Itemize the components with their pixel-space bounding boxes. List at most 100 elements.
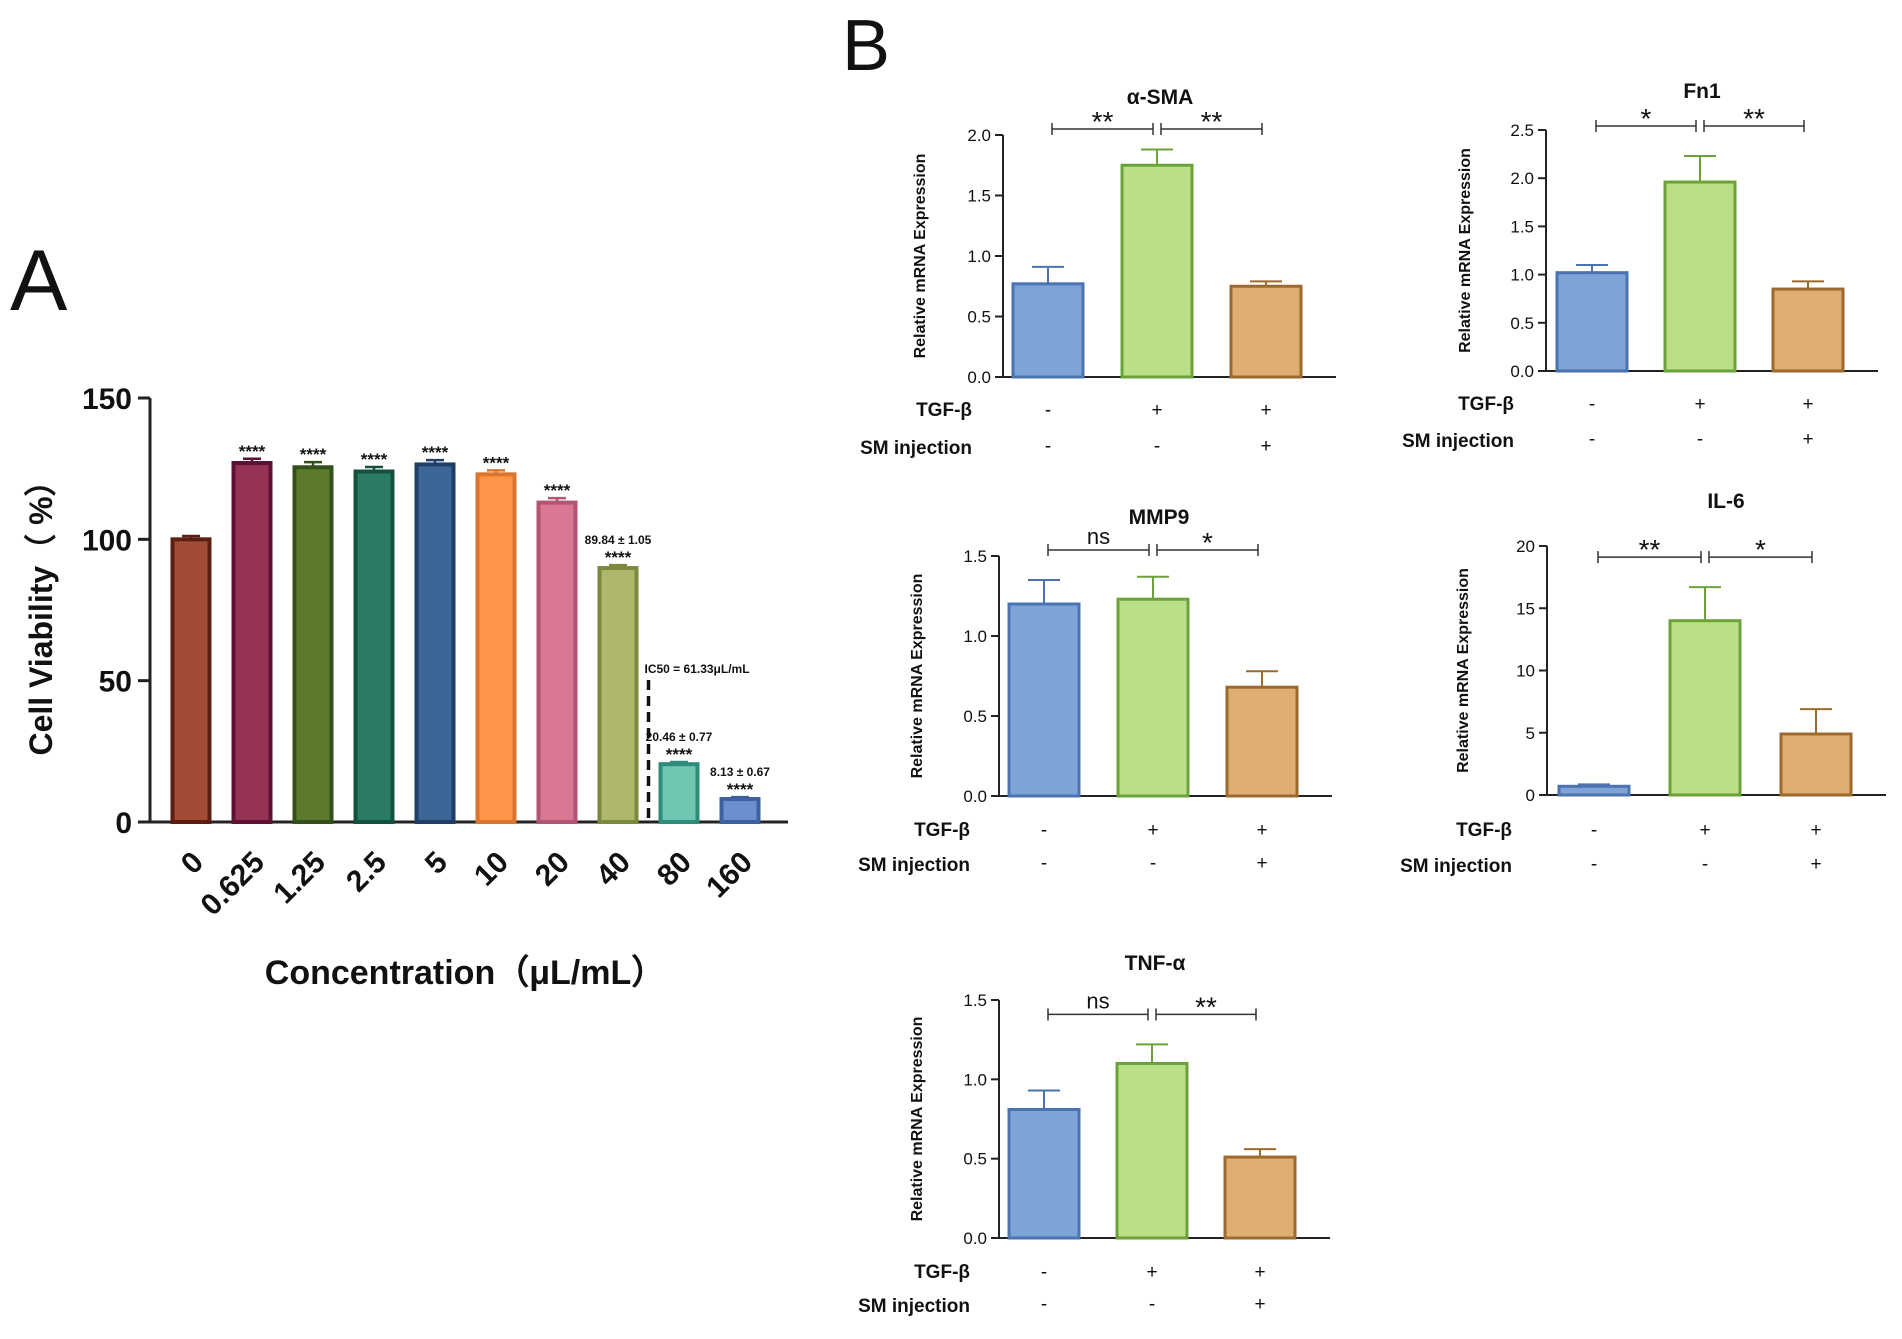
sm-sign: -	[1589, 429, 1595, 450]
tgf-sign: +	[1694, 394, 1705, 415]
y-tick-label: 5	[1526, 724, 1535, 743]
mrna-chart-b1: 0.0 0.5 1.0 1.5 2.0 Relative mRNA Expression α…	[860, 86, 1336, 459]
tgf-row-label: TGF-β	[916, 400, 972, 421]
y-tick-label: 50	[99, 666, 132, 699]
significance-label: **	[1195, 991, 1217, 1022]
value-label: 8.13 ± 0.67	[710, 765, 770, 779]
sm-sign: -	[1041, 1294, 1047, 1315]
tgf-row-label: TGF-β	[1456, 820, 1512, 841]
y-tick-label: 0.5	[963, 1150, 987, 1169]
sm-row-label: SM injection	[858, 1296, 970, 1317]
bar	[719, 797, 761, 825]
significance-label: ****	[239, 442, 266, 461]
sm-sign: -	[1154, 436, 1160, 457]
mrna-chart-b2: 0.0 0.5 1.0 1.5 2.0 2.5 Relative mRNA Expressi…	[1402, 80, 1878, 452]
bar	[1115, 1061, 1189, 1240]
significance-label: ns	[1087, 524, 1110, 549]
tgf-sign: +	[1810, 820, 1821, 841]
bar	[658, 762, 700, 824]
y-tick-label: 0.5	[1510, 314, 1534, 333]
chart-title: IL-6	[1707, 490, 1744, 513]
sm-sign: -	[1702, 854, 1708, 875]
bar	[536, 500, 578, 824]
y-tick-label: 10	[1516, 662, 1535, 681]
tgf-sign: -	[1041, 820, 1047, 841]
significance-label: ****	[361, 450, 388, 469]
y-tick-label: 1.0	[963, 627, 987, 646]
significance-label: ****	[300, 445, 327, 464]
x-tick-label: 10	[468, 846, 515, 893]
bar	[1223, 1155, 1297, 1240]
sm-sign: -	[1591, 854, 1597, 875]
y-tick-label: 2.0	[967, 126, 991, 145]
sm-row-label: SM injection	[1400, 856, 1512, 877]
x-tick-label: 2.5	[340, 846, 393, 899]
significance-label: ****	[422, 443, 449, 462]
y-tick-label: 1.5	[1510, 217, 1534, 236]
bar	[597, 566, 639, 824]
y-axis-label: Relative mRNA Expression	[909, 574, 926, 779]
y-axis-label: Cell Viability（ %）	[23, 464, 59, 755]
value-label: 20.46 ± 0.77	[646, 730, 713, 744]
tgf-sign: +	[1802, 394, 1813, 415]
significance-label: ns	[1086, 988, 1109, 1013]
sm-sign: -	[1150, 853, 1156, 874]
x-axis-label: Concentration（μL/mL）	[265, 953, 665, 992]
sm-row-label: SM injection	[858, 855, 970, 876]
tgf-sign: +	[1699, 820, 1710, 841]
tgf-row-label: TGF-β	[1458, 394, 1514, 415]
y-tick-label: 0.0	[967, 368, 991, 387]
y-axis-label: Relative mRNA Expression	[1457, 148, 1474, 353]
sm-sign: -	[1045, 436, 1051, 457]
y-tick-label: 150	[82, 383, 132, 416]
chart-title: TNF-α	[1125, 952, 1186, 975]
significance-label: **	[1092, 106, 1114, 137]
sm-sign: +	[1802, 429, 1813, 450]
y-axis-label: Relative mRNA Expression	[1455, 568, 1472, 773]
mrna-expression-charts: 0.0 0.5 1.0 1.5 2.0 Relative mRNA Expression α…	[858, 80, 1886, 1317]
sm-sign: +	[1254, 1294, 1265, 1315]
bar	[1557, 784, 1631, 797]
significance-label: ****	[544, 481, 571, 500]
panel-label-b: B	[842, 6, 890, 86]
bar	[1007, 602, 1081, 798]
bar	[292, 465, 334, 824]
y-tick-label: 1.5	[963, 547, 987, 566]
tgf-sign: +	[1151, 400, 1162, 421]
y-tick-label: 0.0	[1510, 362, 1534, 381]
panel-label-a: A	[10, 233, 68, 329]
y-tick-label: 0.5	[963, 707, 987, 726]
y-tick-label: 1.5	[967, 187, 991, 206]
y-tick-label: 2.0	[1510, 169, 1534, 188]
x-tick-label: 1.25	[267, 846, 332, 911]
y-axis-label: Relative mRNA Expression	[909, 1017, 926, 1222]
bar	[1116, 597, 1190, 798]
bar	[231, 461, 273, 824]
tgf-sign: +	[1254, 1262, 1265, 1283]
significance-label: **	[1201, 106, 1223, 137]
tgf-sign: -	[1591, 820, 1597, 841]
tgf-sign: +	[1146, 1262, 1157, 1283]
significance-label: ****	[483, 453, 510, 472]
mrna-chart-b4: 0 5 10 15 20 Relative mRNA Expression IL-6 - - + -…	[1400, 490, 1886, 877]
bar	[1555, 271, 1629, 373]
mrna-chart-b5: 0.0 0.5 1.0 1.5 Relative mRNA Expression TNF-…	[858, 952, 1330, 1317]
bar	[353, 469, 395, 824]
significance-label: **	[1639, 534, 1661, 565]
bar	[475, 472, 517, 824]
tgf-sign: +	[1260, 400, 1271, 421]
sm-sign: +	[1810, 854, 1821, 875]
bar	[1771, 287, 1845, 373]
bar	[414, 462, 456, 824]
bar	[1779, 732, 1853, 797]
tgf-sign: +	[1147, 820, 1158, 841]
significance-label: ****	[727, 780, 754, 799]
bar	[1225, 685, 1299, 798]
sm-sign: -	[1697, 429, 1703, 450]
tgf-sign: -	[1041, 1262, 1047, 1283]
sm-sign: +	[1256, 853, 1267, 874]
bar	[1229, 284, 1303, 379]
